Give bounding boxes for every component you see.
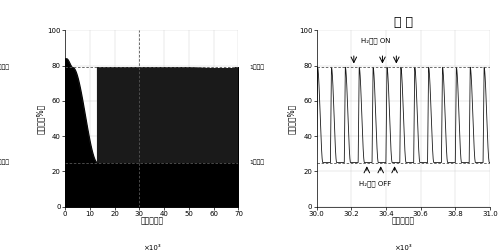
X-axis label: 時間（秒）: 時間（秒） <box>140 217 164 226</box>
Text: H₂ガス OFF: H₂ガス OFF <box>360 180 392 187</box>
Y-axis label: 透過率（%）: 透過率（%） <box>36 103 44 134</box>
Text: H₂ガス ON: H₂ガス ON <box>361 37 390 44</box>
Title: 拡 大: 拡 大 <box>394 16 413 29</box>
Text: ×10³: ×10³ <box>394 245 412 251</box>
Y-axis label: 透過率（%）: 透過率（%） <box>287 103 296 134</box>
Text: ×10³: ×10³ <box>143 245 160 251</box>
Text: 1頁図右: 1頁図右 <box>250 160 264 165</box>
Text: 1頁図左: 1頁図左 <box>0 65 10 70</box>
Text: 1頁図左: 1頁図左 <box>250 65 264 70</box>
Text: 1頁図右: 1頁図右 <box>0 160 10 165</box>
X-axis label: 時間（秒）: 時間（秒） <box>392 217 415 226</box>
